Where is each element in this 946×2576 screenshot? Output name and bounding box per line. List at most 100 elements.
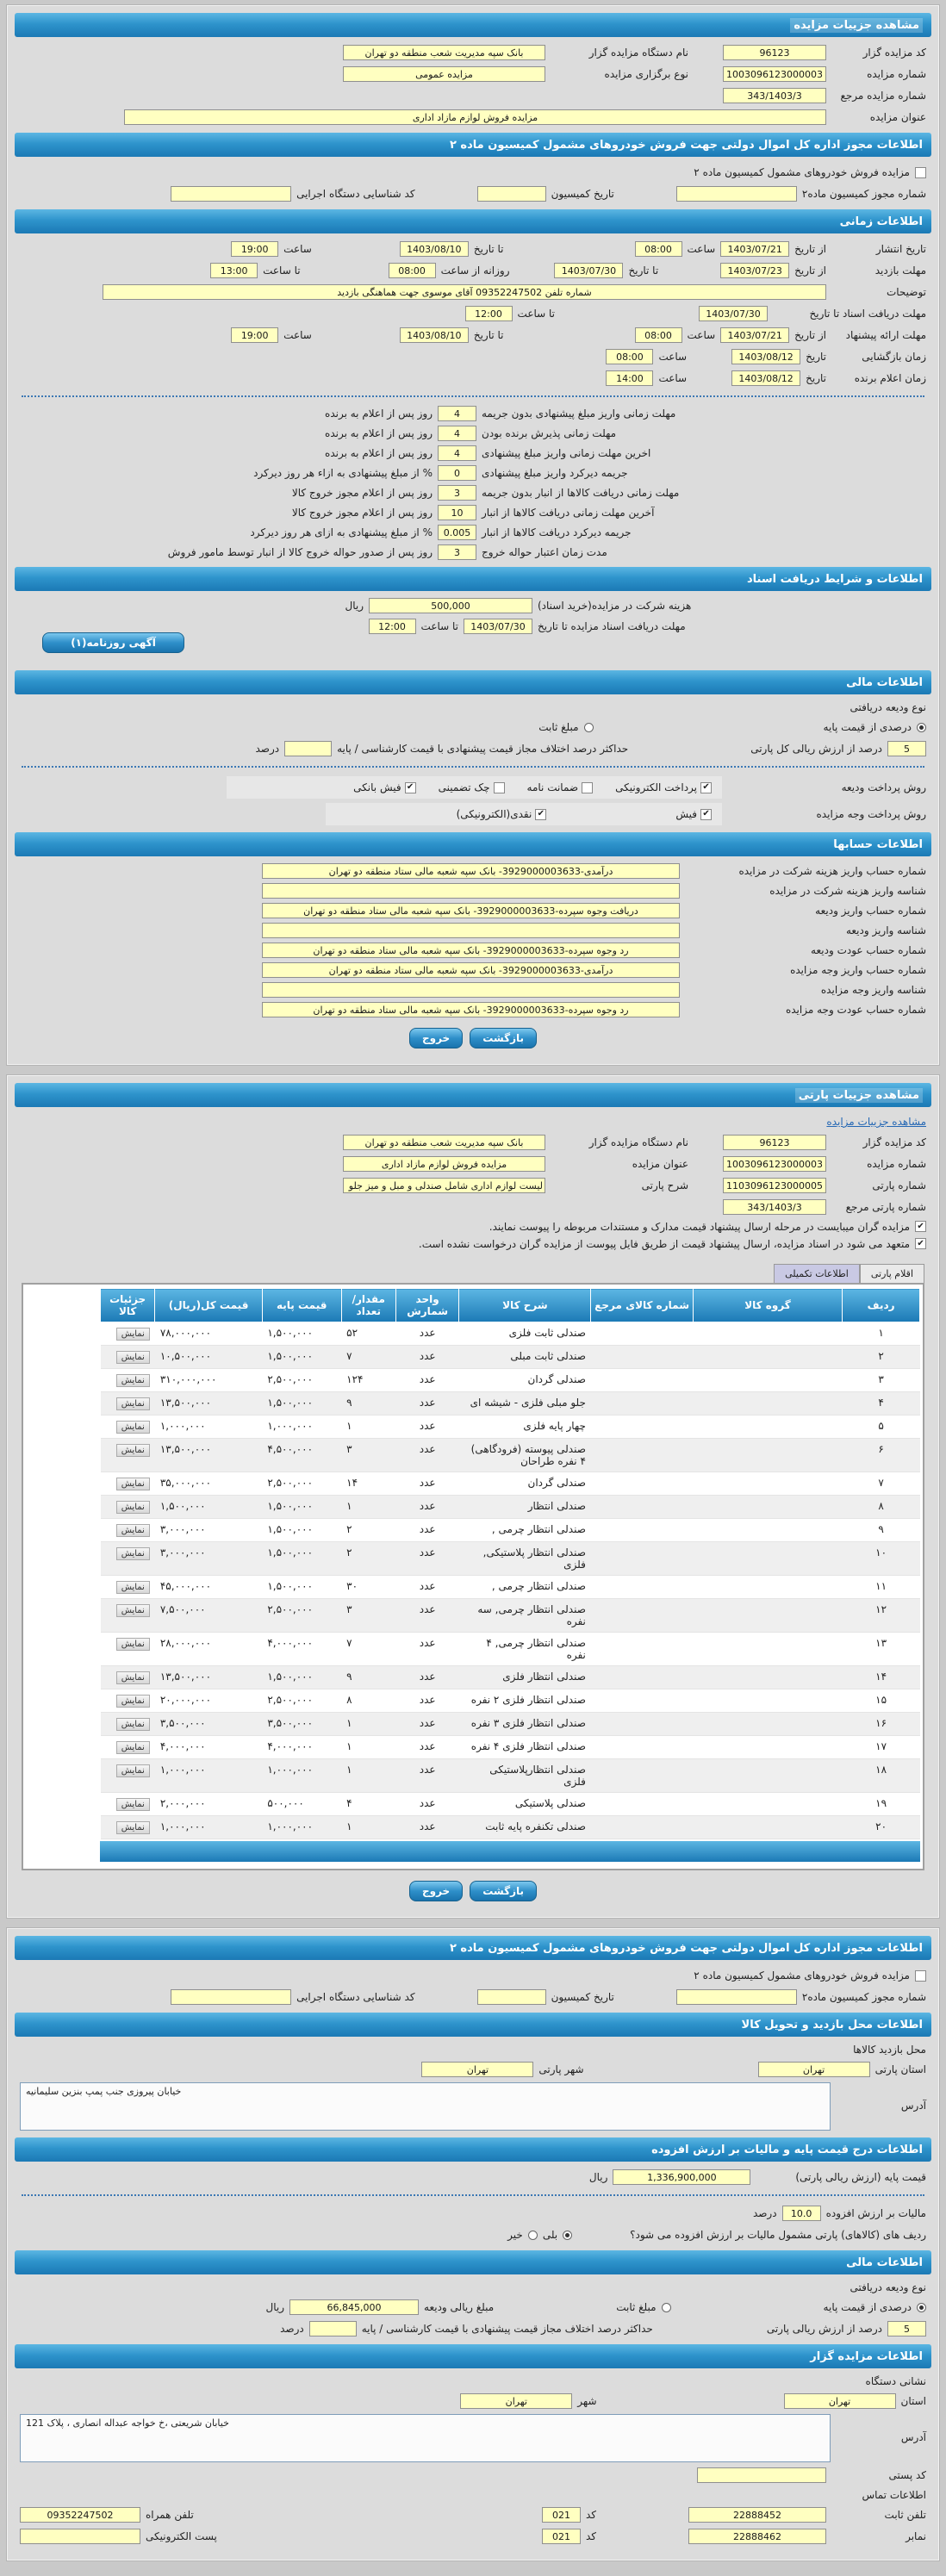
show-item-details-button[interactable]: نمایش <box>115 1741 150 1754</box>
fax-code-field[interactable] <box>541 2529 581 2544</box>
penalty-value-field[interactable] <box>438 505 476 520</box>
party-desc-field[interactable] <box>343 1178 545 1193</box>
show-item-details-button[interactable]: نمایش <box>115 1798 150 1811</box>
exit-button[interactable]: خروج <box>408 1028 464 1048</box>
vehicle-commission-checkbox-2[interactable] <box>915 1969 926 1982</box>
tab-party-items[interactable]: اقلام پارتی <box>859 1264 924 1283</box>
visit-daily-to[interactable] <box>210 263 258 278</box>
permit-no-field[interactable] <box>675 186 797 202</box>
show-item-details-button[interactable]: نمایش <box>115 1397 150 1410</box>
attachment-required-checkbox[interactable]: ✔ <box>915 1221 926 1232</box>
party-city-field[interactable] <box>421 2062 534 2077</box>
penalty-value-field[interactable] <box>438 426 476 441</box>
visit-from-date[interactable] <box>720 263 790 278</box>
notes-field[interactable] <box>103 284 826 300</box>
permit-no-field-2[interactable] <box>675 1989 797 2005</box>
commission-date-field[interactable] <box>476 186 546 202</box>
party-auction-title-field[interactable] <box>343 1156 545 1172</box>
show-item-details-button[interactable]: نمایش <box>115 1581 150 1594</box>
vehicle-commission-checkbox[interactable] <box>915 166 926 178</box>
deposit-percent-field-2[interactable] <box>887 2321 926 2336</box>
visit-daily-from[interactable] <box>388 263 436 278</box>
penalty-value-field[interactable] <box>438 544 476 560</box>
party-address-field[interactable]: خیابان پیروزی جنب پمپ بنزین سلیمانیه <box>20 2082 831 2131</box>
show-item-details-button[interactable]: نمایش <box>115 1444 150 1457</box>
account-field[interactable] <box>262 863 680 879</box>
newspaper-ad-button[interactable]: آگهی روزنامه(۱) <box>42 632 184 653</box>
org-name-field[interactable] <box>343 45 545 60</box>
phone-code-field[interactable] <box>541 2507 581 2523</box>
party-org-field[interactable] <box>343 1135 545 1150</box>
show-item-details-button[interactable]: نمایش <box>115 1524 150 1537</box>
show-item-details-button[interactable]: نمایش <box>115 1351 150 1364</box>
org-address-field[interactable]: خیابان شریعتی ،خ خواجه عبداله انصاری ، پ… <box>20 2414 831 2462</box>
payment-method-checkbox[interactable]: ✔ <box>535 808 547 820</box>
commission-date-field-2[interactable] <box>476 1989 546 2005</box>
party-no-field[interactable] <box>723 1178 826 1193</box>
offer-from-date[interactable] <box>720 327 790 343</box>
fax-field[interactable] <box>688 2529 826 2544</box>
max-diff-field-2[interactable] <box>308 2321 357 2336</box>
bidder-code-field[interactable] <box>723 45 826 60</box>
penalty-value-field[interactable] <box>438 445 476 461</box>
email-field[interactable] <box>20 2529 140 2544</box>
fee-field[interactable] <box>369 598 532 613</box>
vat-no-radio[interactable] <box>527 2230 538 2240</box>
publish-from-time[interactable] <box>634 241 682 257</box>
show-item-details-button[interactable]: نمایش <box>115 1501 150 1514</box>
docs-deadline-date[interactable] <box>699 306 768 321</box>
deposit-method-checkbox[interactable] <box>582 781 594 793</box>
show-item-details-button[interactable]: نمایش <box>115 1421 150 1434</box>
party-province-field[interactable] <box>757 2062 870 2077</box>
opening-time[interactable] <box>606 349 654 364</box>
show-item-details-button[interactable]: نمایش <box>115 1638 150 1651</box>
offer-from-time[interactable] <box>634 327 682 343</box>
show-item-details-button[interactable]: نمایش <box>115 1374 150 1387</box>
visit-to-date[interactable] <box>554 263 624 278</box>
deposit-method-checkbox[interactable]: ✔ <box>700 781 712 793</box>
exit-button[interactable]: خروج <box>408 1881 464 1901</box>
auction-no-field[interactable] <box>723 66 826 82</box>
exec-id-field[interactable] <box>171 186 292 202</box>
percent-of-base-radio[interactable] <box>917 722 926 732</box>
show-item-details-button[interactable]: نمایش <box>115 1328 150 1341</box>
offer-to-time[interactable] <box>231 327 279 343</box>
percent-of-base-radio-2[interactable] <box>917 2302 926 2312</box>
vat-field[interactable] <box>781 2206 821 2221</box>
winner-date[interactable] <box>731 370 801 386</box>
fixed-amount-radio-2[interactable] <box>661 2302 671 2312</box>
publish-to-date[interactable] <box>399 241 469 257</box>
show-item-details-button[interactable]: نمایش <box>115 1671 150 1684</box>
deposit-method-checkbox[interactable] <box>493 781 505 793</box>
account-field[interactable] <box>262 1002 680 1017</box>
penalty-value-field[interactable] <box>438 525 476 540</box>
auction-details-link[interactable]: مشاهده جزییات مزایده <box>826 1116 926 1128</box>
account-field[interactable] <box>262 903 680 918</box>
show-item-details-button[interactable]: نمایش <box>115 1764 150 1777</box>
account-field[interactable] <box>262 943 680 958</box>
postal-code-field[interactable] <box>697 2467 826 2483</box>
show-item-details-button[interactable]: نمایش <box>115 1547 150 1560</box>
payment-method-checkbox[interactable]: ✔ <box>700 808 712 820</box>
publish-from-date[interactable] <box>720 241 790 257</box>
penalty-value-field[interactable] <box>438 485 476 501</box>
org-city-field[interactable] <box>460 2393 573 2409</box>
party-bidder-code-field[interactable] <box>723 1135 826 1150</box>
fixed-amount-radio[interactable] <box>583 722 594 732</box>
exec-id-field-2[interactable] <box>171 1989 292 2005</box>
show-item-details-button[interactable]: نمایش <box>115 1718 150 1731</box>
back-button[interactable]: بازگشت <box>470 1028 538 1048</box>
opening-date[interactable] <box>731 349 801 364</box>
vat-yes-radio[interactable] <box>563 2230 573 2240</box>
deposit-method-checkbox[interactable]: ✔ <box>404 781 416 793</box>
max-diff-field[interactable] <box>284 741 333 756</box>
penalty-value-field[interactable] <box>438 406 476 421</box>
phone-field[interactable] <box>688 2507 826 2523</box>
publish-to-time[interactable] <box>231 241 279 257</box>
no-file-offer-checkbox[interactable]: ✔ <box>915 1238 926 1249</box>
party-ref-field[interactable] <box>723 1199 826 1215</box>
tab-extra-info[interactable]: اطلاعات تکمیلی <box>774 1264 860 1283</box>
offer-to-date[interactable] <box>399 327 469 343</box>
account-field[interactable] <box>262 962 680 978</box>
auction-type-field[interactable] <box>343 66 545 82</box>
